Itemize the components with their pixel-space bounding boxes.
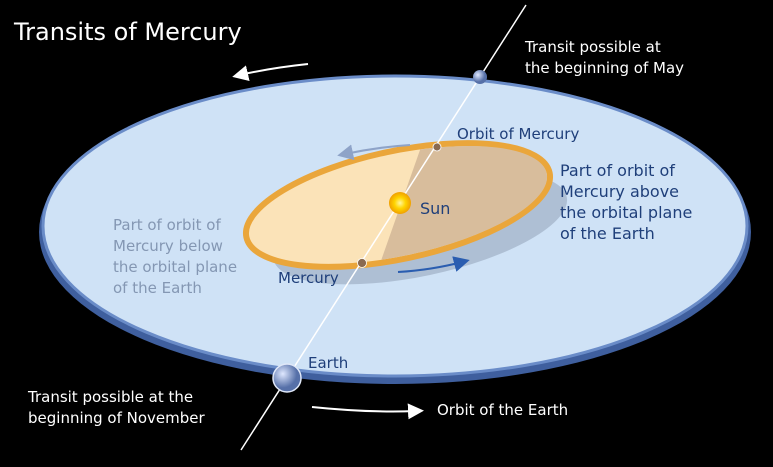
- arrow: [311, 403, 424, 420]
- label: the beginning of May: [525, 59, 684, 77]
- label: Orbit of Mercury: [457, 125, 579, 143]
- label: the orbital plane: [113, 258, 237, 276]
- label: Mercury below: [113, 237, 223, 255]
- earth-planet: [272, 363, 302, 393]
- label: Mercury above: [560, 182, 679, 201]
- arrow: [337, 144, 411, 161]
- label: Mercury: [278, 269, 339, 287]
- arrow: [397, 256, 470, 273]
- earth-may: [473, 70, 487, 84]
- label: of the Earth: [560, 224, 655, 243]
- label: Part of orbit of: [560, 161, 675, 180]
- arrow: [232, 63, 309, 81]
- label: Orbit of the Earth: [437, 401, 568, 419]
- mercury-planet: [357, 258, 367, 268]
- label: Transit possible at the: [27, 388, 193, 406]
- label: the orbital plane: [560, 203, 692, 222]
- label: Sun: [420, 199, 450, 218]
- label: Part of orbit of: [113, 216, 221, 234]
- mercury-node: [432, 142, 442, 152]
- label: Transit possible at: [524, 38, 661, 56]
- title: Transits of Mercury: [13, 18, 242, 46]
- label: of the Earth: [113, 279, 202, 297]
- label: Earth: [308, 354, 348, 372]
- sun: [389, 192, 411, 214]
- label: beginning of November: [28, 409, 206, 427]
